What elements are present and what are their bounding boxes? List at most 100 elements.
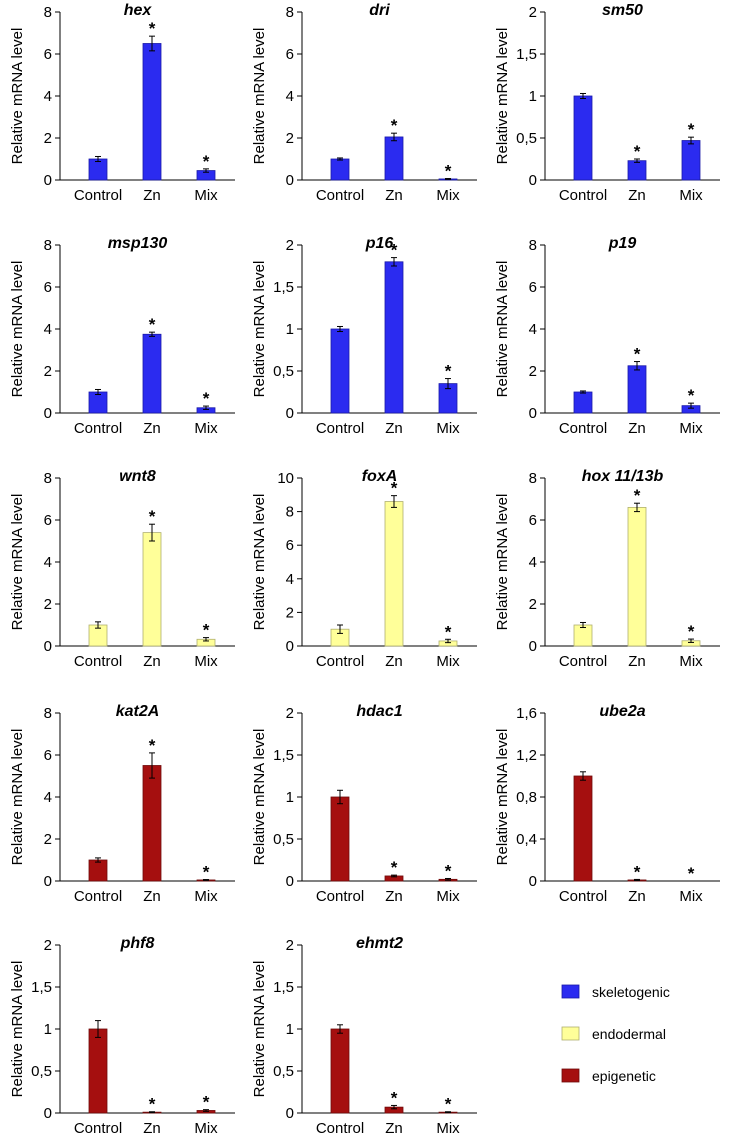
significance-star: *	[203, 621, 210, 640]
y-tick-label: 6	[44, 512, 52, 529]
y-tick-label: 2	[529, 4, 537, 21]
y-tick-label: 2	[44, 363, 52, 380]
y-tick-label: 4	[286, 571, 294, 588]
y-tick-label: 0	[286, 638, 294, 655]
category-label: Control	[74, 1120, 122, 1137]
y-axis-label: Relative mRNA level	[9, 28, 26, 165]
y-tick-label: 1,6	[516, 705, 537, 722]
category-label: Control	[74, 653, 122, 670]
y-tick-label: 4	[286, 88, 294, 105]
bar-zn	[142, 43, 162, 181]
y-tick-label: 1	[44, 1021, 52, 1038]
y-tick-label: 8	[529, 237, 537, 254]
bar-control	[88, 859, 108, 882]
category-label: Mix	[436, 888, 460, 905]
significance-star: *	[149, 315, 156, 334]
y-axis-label: Relative mRNA level	[9, 261, 26, 398]
chart-title: p16	[365, 235, 394, 252]
bar-zn	[142, 765, 162, 882]
y-tick-label: 4	[529, 321, 537, 338]
y-axis-label: Relative mRNA level	[9, 729, 26, 866]
y-tick-label: 0,8	[516, 789, 537, 806]
y-tick-label: 1	[286, 321, 294, 338]
y-tick-label: 0,5	[31, 1063, 52, 1080]
y-tick-label: 2	[529, 363, 537, 380]
panel-kat2a: kat2A Relative mRNA level 0 2 4 6 8 Control * Zn *…	[9, 703, 235, 905]
y-tick-label: 1	[529, 88, 537, 105]
category-label: Control	[559, 888, 607, 905]
y-axis-label: Relative mRNA level	[494, 729, 511, 866]
y-tick-label: 1,5	[273, 747, 294, 764]
significance-star: *	[688, 622, 695, 641]
y-tick-label: 0	[529, 873, 537, 890]
significance-star: *	[391, 1088, 398, 1107]
bar-control	[330, 796, 350, 882]
y-tick-label: 8	[286, 4, 294, 21]
significance-star: *	[445, 861, 452, 880]
category-label: Zn	[143, 420, 161, 437]
panel-ehmt2: ehmt2 Relative mRNA level 0 0,5 1 1,5 2 Control…	[251, 935, 477, 1137]
category-label: Mix	[194, 420, 218, 437]
y-tick-label: 2	[286, 237, 294, 254]
legend-swatch	[561, 1026, 580, 1041]
y-axis-label: Relative mRNA level	[251, 729, 268, 866]
category-label: Zn	[628, 187, 646, 204]
y-tick-label: 2	[44, 130, 52, 147]
chart-title: msp130	[108, 235, 168, 252]
category-label: Control	[316, 420, 364, 437]
category-label: Mix	[194, 888, 218, 905]
y-tick-label: 0	[286, 873, 294, 890]
category-label: Mix	[194, 1120, 218, 1137]
category-label: Zn	[143, 653, 161, 670]
y-tick-label: 4	[44, 88, 52, 105]
y-tick-label: 4	[529, 554, 537, 571]
category-label: Mix	[679, 888, 703, 905]
y-axis-label: Relative mRNA level	[251, 28, 268, 165]
category-label: Zn	[628, 888, 646, 905]
y-tick-label: 8	[286, 504, 294, 521]
significance-star: *	[391, 479, 398, 498]
bar-control	[573, 391, 593, 414]
y-tick-label: 1,5	[516, 46, 537, 63]
legend-label: epigenetic	[592, 1068, 656, 1084]
y-tick-label: 6	[44, 46, 52, 63]
bar-zn	[627, 160, 647, 181]
panel-msp130: msp130 Relative mRNA level 0 2 4 6 8 Control * Zn…	[9, 235, 235, 437]
significance-star: *	[203, 389, 210, 408]
y-tick-label: 0	[286, 172, 294, 189]
y-tick-label: 4	[44, 789, 52, 806]
legend-item-skeletogenic: skeletogenic	[561, 984, 670, 1000]
significance-star: *	[688, 864, 695, 883]
significance-star: *	[634, 345, 641, 364]
y-tick-label: 6	[529, 512, 537, 529]
significance-star: *	[149, 507, 156, 526]
category-label: Mix	[436, 653, 460, 670]
bar-mix	[681, 140, 701, 181]
chart-title: hdac1	[356, 703, 402, 720]
y-tick-label: 0,5	[273, 1063, 294, 1080]
category-label: Zn	[143, 187, 161, 204]
chart-title: ube2a	[599, 703, 645, 720]
category-label: Mix	[436, 187, 460, 204]
y-tick-label: 0	[286, 1105, 294, 1122]
panel-p19: p19 Relative mRNA level 0 2 4 6 8 Control * Zn * Mi…	[494, 235, 720, 437]
panel-hdac1: hdac1 Relative mRNA level 0 0,5 1 1,5 2 Control…	[251, 703, 477, 905]
bar-control	[330, 1028, 350, 1114]
legend-item-endodermal: endodermal	[561, 1026, 666, 1042]
y-axis-label: Relative mRNA level	[9, 494, 26, 631]
y-tick-label: 0,5	[273, 831, 294, 848]
panel-hox-11-13b: hox 11/13b Relative mRNA level 0 2 4 6 8 Contro…	[494, 468, 720, 670]
y-tick-label: 2	[44, 937, 52, 954]
y-tick-label: 2	[286, 604, 294, 621]
category-label: Control	[316, 888, 364, 905]
panel-wnt8: wnt8 Relative mRNA level 0 2 4 6 8 Control * Zn * M…	[9, 468, 235, 670]
category-label: Control	[74, 888, 122, 905]
category-label: Mix	[436, 420, 460, 437]
y-tick-label: 6	[44, 747, 52, 764]
significance-star: *	[149, 736, 156, 755]
chart-title: sm50	[602, 2, 643, 19]
y-axis-label: Relative mRNA level	[494, 261, 511, 398]
bar-control	[573, 95, 593, 181]
category-label: Mix	[679, 187, 703, 204]
y-tick-label: 6	[286, 537, 294, 554]
